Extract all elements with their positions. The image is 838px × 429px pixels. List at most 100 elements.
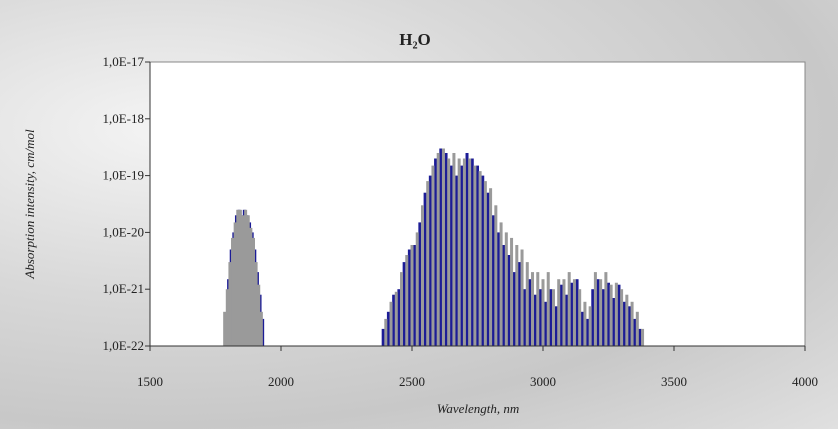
bar — [591, 289, 595, 346]
bar — [402, 262, 406, 346]
chart-title: H₂O — [399, 30, 431, 49]
x-tick-label: 2000 — [268, 374, 294, 389]
bar — [462, 158, 466, 346]
bar — [578, 289, 582, 346]
y-tick-label: 1,0E-17 — [102, 54, 144, 69]
bar — [604, 272, 608, 346]
x-tick-label: 1500 — [137, 374, 163, 389]
bar — [586, 318, 590, 346]
bar — [259, 311, 263, 346]
bar — [223, 311, 227, 346]
bar — [436, 152, 440, 346]
x-tick-label: 3000 — [530, 374, 556, 389]
bar — [523, 289, 527, 346]
bar — [468, 158, 472, 346]
y-tick-label: 1,0E-19 — [102, 168, 144, 183]
bar — [246, 215, 250, 346]
bar — [478, 171, 482, 346]
bar — [638, 328, 642, 346]
bar — [630, 301, 634, 346]
bar — [228, 262, 232, 346]
bar — [384, 318, 388, 346]
bar — [541, 279, 545, 346]
bar — [583, 301, 587, 346]
bar — [489, 188, 493, 346]
bar — [617, 284, 621, 346]
bar — [225, 289, 229, 346]
bar — [251, 237, 255, 346]
bar — [588, 306, 592, 346]
bar — [565, 294, 569, 346]
bar — [413, 245, 417, 346]
bar — [491, 215, 495, 346]
bar — [502, 245, 506, 346]
bar — [533, 294, 537, 346]
bar — [575, 279, 579, 346]
bar — [434, 158, 438, 346]
x-tick-label: 4000 — [792, 374, 818, 389]
bar — [470, 158, 474, 346]
bar — [238, 209, 242, 346]
bar — [431, 165, 435, 346]
bar — [481, 175, 485, 346]
bar — [418, 222, 422, 346]
bar — [551, 289, 555, 346]
bar — [457, 158, 461, 346]
bar — [580, 311, 584, 346]
bar — [612, 297, 616, 346]
bar — [494, 205, 498, 346]
bar — [627, 306, 631, 346]
bar — [625, 294, 629, 346]
bar — [554, 306, 558, 346]
bar — [447, 158, 451, 346]
bar — [570, 282, 574, 346]
bar — [549, 289, 553, 346]
y-axis-label: Absorption intensity, cm/mol — [22, 129, 37, 280]
bar — [596, 279, 600, 346]
x-axis-label: Wavelength, nm — [437, 401, 520, 416]
bar — [233, 222, 237, 346]
bar — [452, 152, 456, 346]
bar — [231, 237, 235, 346]
bar — [415, 232, 419, 346]
bar — [504, 232, 508, 346]
bar — [392, 294, 396, 346]
bar — [593, 272, 597, 346]
bar — [254, 262, 258, 346]
bar — [426, 181, 430, 346]
y-tick-label: 1,0E-20 — [102, 224, 144, 239]
bar — [405, 255, 409, 346]
bar — [386, 311, 390, 346]
bar — [244, 209, 248, 346]
bar — [572, 279, 576, 346]
y-tick-label: 1,0E-21 — [102, 281, 144, 296]
bar — [517, 262, 521, 346]
bar — [249, 227, 253, 346]
bar — [620, 289, 624, 346]
bar — [428, 175, 432, 346]
y-tick-label: 1,0E-18 — [102, 111, 144, 126]
bar — [536, 272, 540, 346]
bar — [423, 192, 427, 346]
bar — [641, 328, 645, 346]
bar — [499, 222, 503, 346]
x-tick-label: 2500 — [399, 374, 425, 389]
bar — [622, 301, 626, 346]
bar — [562, 279, 566, 346]
y-tick-label: 1,0E-22 — [102, 338, 144, 353]
bar — [400, 272, 404, 346]
bar — [601, 289, 605, 346]
bar — [389, 301, 393, 346]
bar — [449, 165, 453, 346]
bar — [257, 284, 261, 346]
bar — [236, 209, 240, 346]
bar — [538, 289, 542, 346]
bar — [515, 245, 519, 346]
bar — [633, 318, 637, 346]
bar — [410, 245, 414, 346]
bar — [635, 311, 639, 346]
bar — [394, 291, 398, 346]
bar — [407, 249, 411, 346]
bar — [460, 165, 464, 346]
